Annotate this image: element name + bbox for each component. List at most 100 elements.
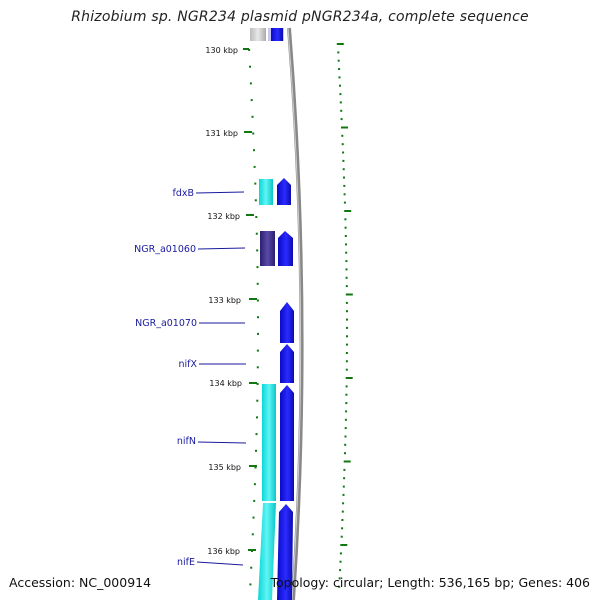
outer-tick-dot [340, 544, 348, 546]
inner-tick-dot [253, 165, 256, 168]
scale-tick-136: 136 kbp [207, 547, 256, 556]
match-block-fdxB [259, 179, 273, 205]
tick-label: 135 kbp [208, 463, 241, 472]
outer-tick-dot [345, 293, 353, 296]
gene-arrow-nifN[interactable] [280, 385, 294, 501]
scale-tick-133: 133 kbp [208, 296, 257, 305]
match-block-nifN [262, 384, 276, 501]
outer-tick-dot [346, 335, 348, 338]
inner-tick-dot [256, 383, 259, 385]
outer-tick-dot [341, 126, 348, 129]
inner-tick-dot [249, 65, 251, 68]
outer-tick-dot [345, 352, 348, 354]
scale-tick-130: 130 kbp [205, 46, 249, 55]
gene-arrow-nifE[interactable] [277, 504, 293, 600]
inner-tick-dot [252, 132, 255, 135]
tick-label: 136 kbp [207, 547, 240, 556]
gene-label-nifX[interactable]: nifX [178, 359, 197, 370]
scale-tick-132: 132 kbp [207, 212, 254, 221]
inner-tick-dot [256, 399, 259, 402]
outer-tick-dot [342, 485, 345, 488]
scale-tick-135: 135 kbp [208, 463, 257, 472]
outer-tick-dot [344, 218, 347, 221]
inner-tick-dot [253, 149, 255, 152]
inner-tick-dot [257, 316, 259, 319]
inner-tick-dot [256, 266, 259, 269]
outer-tick-dot [346, 326, 348, 329]
outer-tick-dot [343, 460, 351, 463]
outer-tick-dot [345, 260, 348, 263]
leader-line-fdxB [195, 191, 245, 194]
inner-tick-dot [256, 349, 259, 352]
gene-arrow-fdxB[interactable] [277, 178, 291, 205]
inner-tick-dot [250, 99, 253, 102]
inner-tick-dot [255, 216, 258, 218]
outer-tick-dot [343, 184, 346, 187]
gene-label-NGR_a01060[interactable]: NGR_a01060 [134, 244, 196, 255]
match-block-nifE [258, 503, 276, 600]
outer-tick-dot [338, 577, 341, 580]
outer-tick-dot [340, 118, 343, 121]
outer-tick-dot [344, 443, 347, 446]
outer-tick-dot [345, 285, 348, 288]
outer-tick-dot [344, 226, 347, 229]
outer-tick-dot [339, 552, 342, 555]
outer-tick-dot [346, 343, 348, 346]
outer-tick-dot [344, 418, 347, 421]
inner-tick-dot [256, 299, 259, 302]
inner-tick-dot [254, 182, 257, 185]
inner-tick-dot [248, 49, 251, 51]
outer-tick-dot [342, 502, 345, 505]
inner-tick-dot [250, 566, 253, 569]
outer-tick-dot [343, 468, 346, 471]
outer-tick-dot [344, 435, 347, 438]
leader-line-nifE [196, 561, 244, 566]
feature-segment-top [271, 28, 283, 41]
leader-line-nifN [197, 441, 247, 444]
gene-label-fdxB[interactable]: fdxB [172, 188, 194, 199]
outer-tick-dot [337, 59, 340, 62]
outer-tick-dot [345, 368, 348, 371]
map-title: Rhizobium sp. NGR234 plasmid pNGR234a, c… [71, 9, 529, 25]
scale-tick-134: 134 kbp [209, 379, 257, 388]
outer-tick-dot [346, 318, 348, 321]
match-segment-top [250, 28, 266, 41]
outer-tick-dot [338, 68, 341, 70]
outer-tick-dot [345, 377, 353, 379]
gene-arrow-NGR_a01060[interactable] [278, 231, 293, 266]
inner-tick-dot [256, 282, 259, 285]
outer-tick-dot [336, 43, 344, 45]
outer-tick-dot [342, 151, 345, 154]
outer-tick-dot [345, 360, 348, 363]
inner-tick-dot [249, 82, 252, 85]
tick-label: 130 kbp [205, 46, 238, 55]
outer-tick-dot [345, 393, 348, 396]
gene-arrow-nifX[interactable] [280, 344, 294, 383]
outer-tick-dot [345, 276, 348, 279]
gene-label-nifN[interactable]: nifN [177, 436, 196, 447]
plasmid-backbone [287, 27, 304, 600]
outer-tick-dot [344, 235, 347, 237]
outer-tick-dot [343, 193, 346, 196]
outer-tick-dot [341, 134, 344, 137]
outer-tick-dot [346, 310, 348, 313]
outer-tick-dot [341, 519, 344, 521]
inner-tick-dot [255, 449, 257, 452]
scale-tick-131: 131 kbp [205, 129, 252, 138]
inner-tick-dot [254, 199, 257, 202]
plasmid-backbone-highlight [287, 27, 302, 600]
gene-label-NGR_a01070[interactable]: NGR_a01070 [135, 318, 197, 329]
outer-tick-dot [345, 410, 348, 413]
gene-arrow-NGR_a01070[interactable] [280, 302, 294, 343]
inner-tick-dot [254, 466, 257, 469]
inner-tick-dot [256, 366, 259, 369]
outer-tick-dot [341, 527, 344, 530]
tick-label: 133 kbp [208, 296, 241, 305]
gene-label-nifE[interactable]: nifE [177, 557, 195, 568]
outer-tick-track [336, 43, 353, 588]
inner-tick-dot [253, 499, 256, 502]
outer-tick-dot [345, 268, 348, 271]
outer-tick-dot [344, 452, 346, 455]
